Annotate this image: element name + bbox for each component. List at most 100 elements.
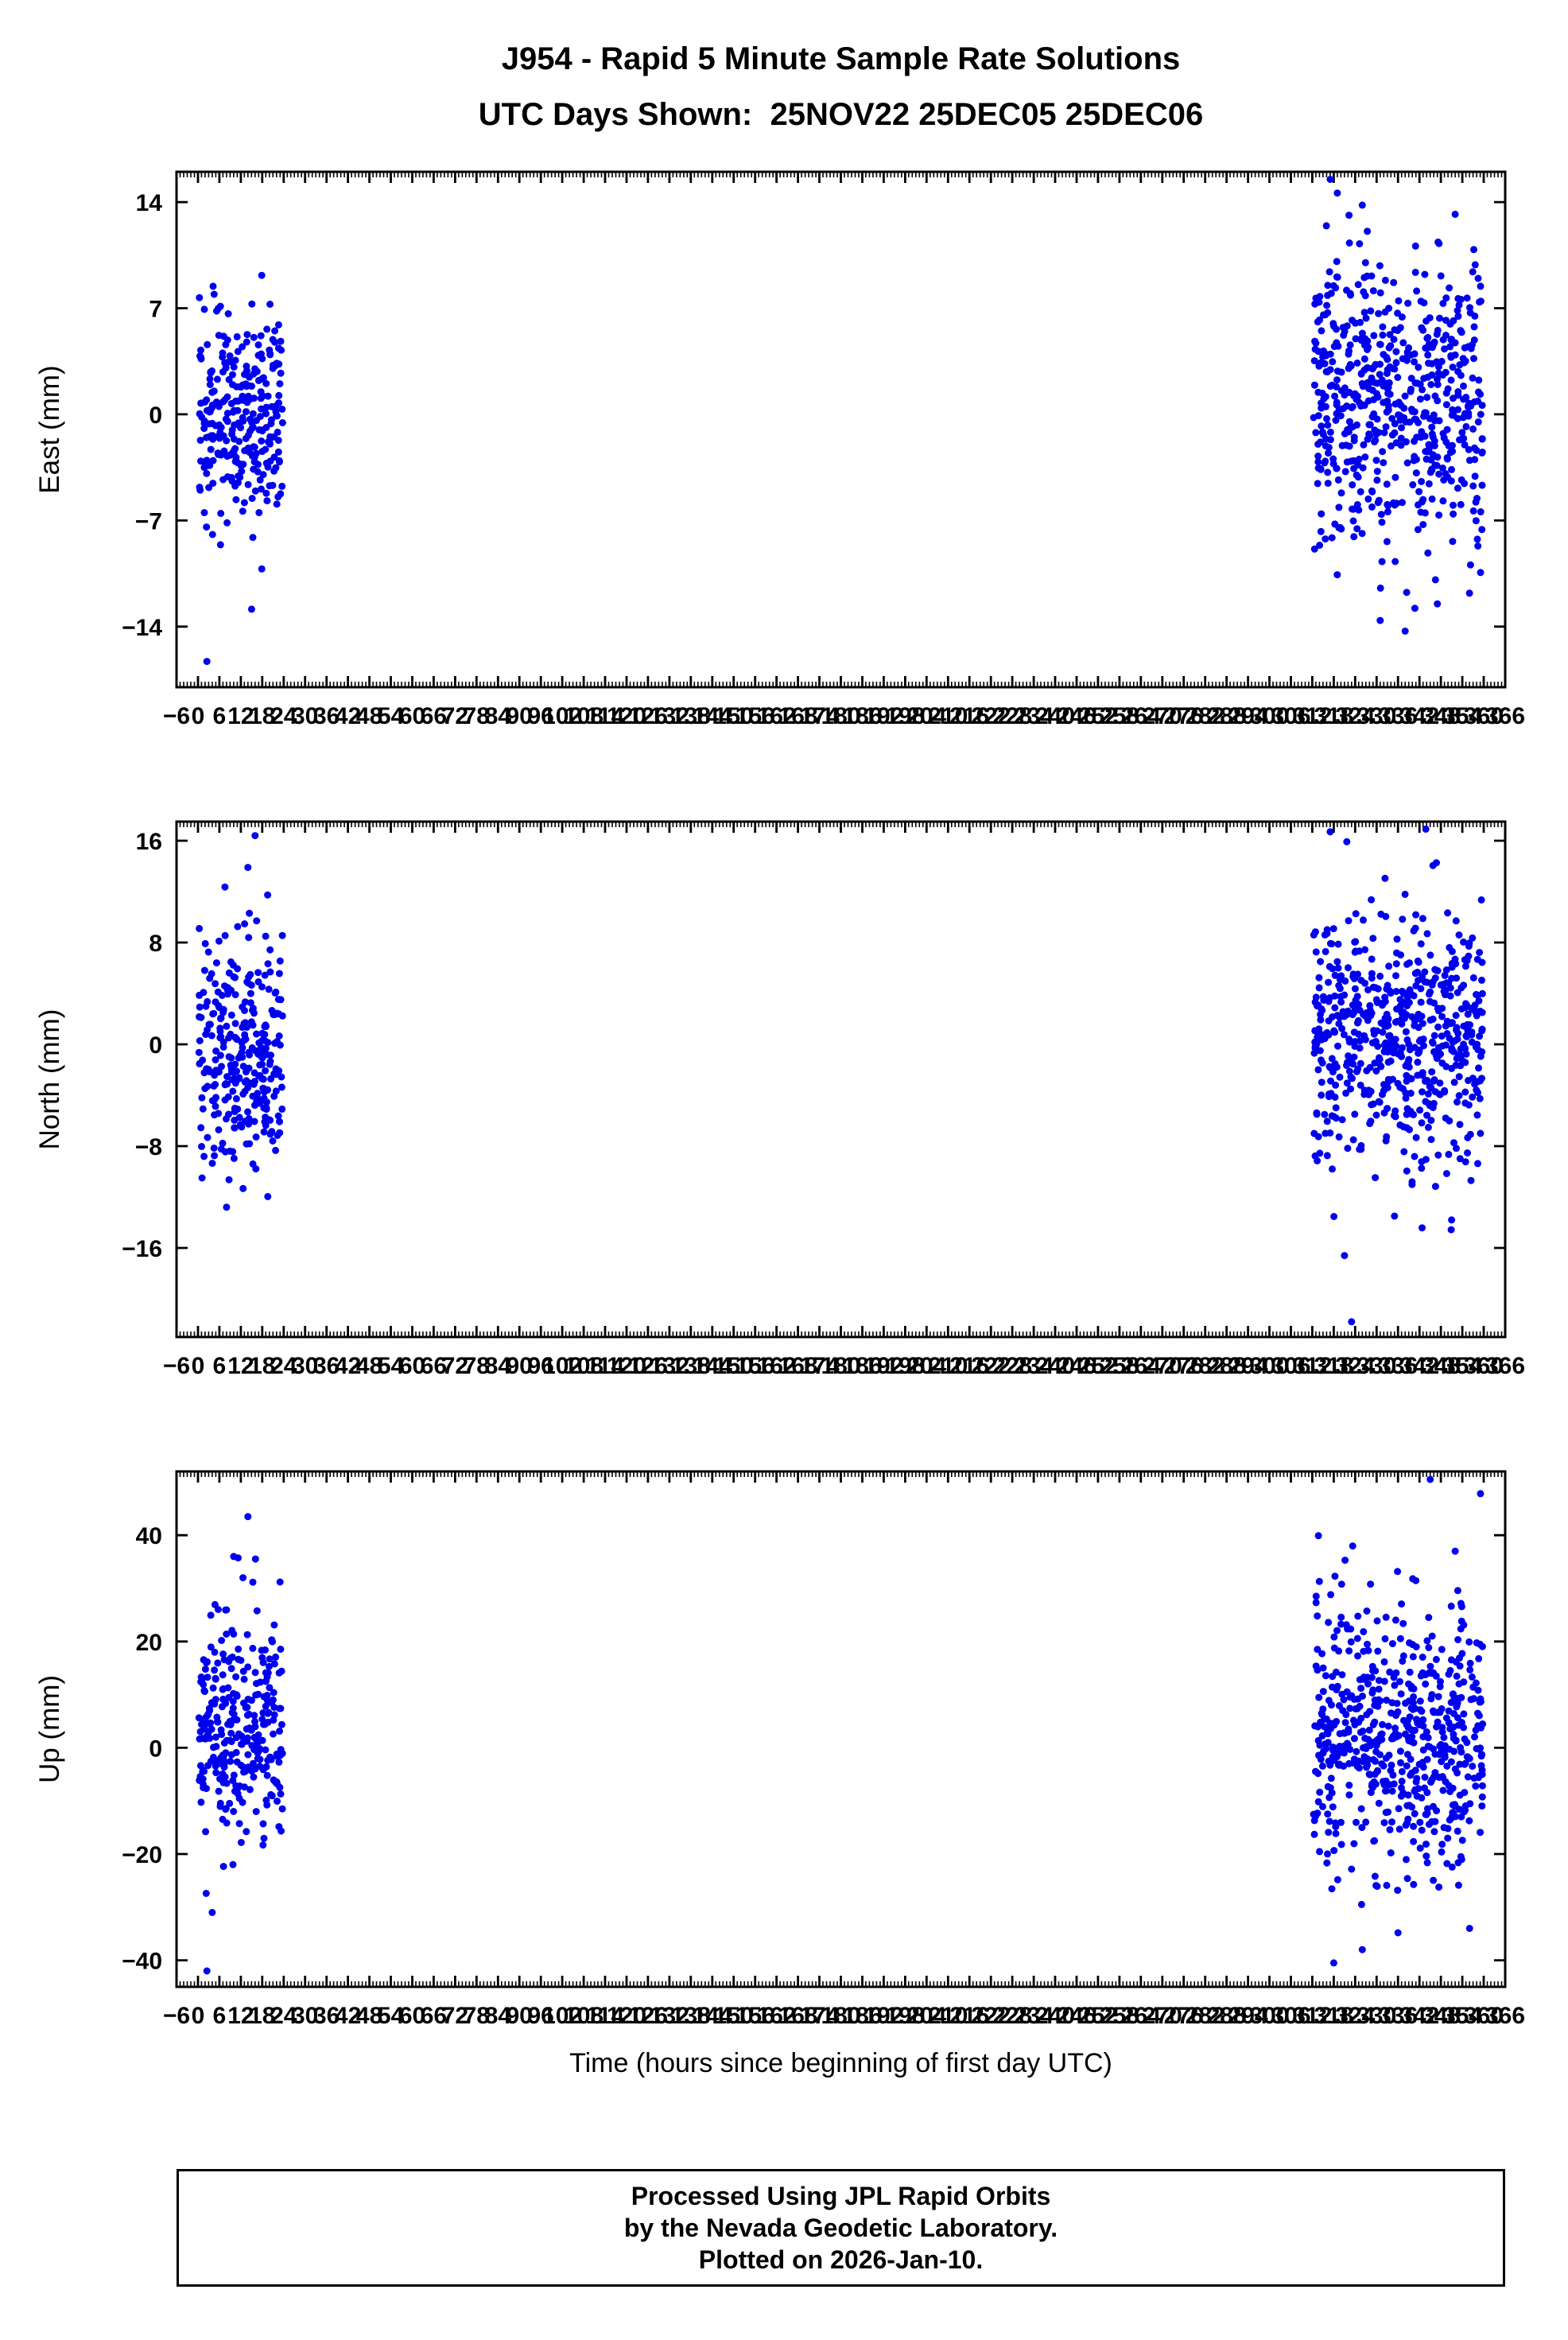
svg-text:276: 276 bbox=[1164, 2003, 1204, 2029]
svg-text:114: 114 bbox=[586, 703, 625, 729]
svg-text:366: 366 bbox=[1485, 1353, 1525, 1379]
svg-text:14: 14 bbox=[136, 190, 163, 216]
svg-text:0: 0 bbox=[192, 703, 205, 729]
svg-text:192: 192 bbox=[864, 2003, 903, 2029]
svg-text:258: 258 bbox=[1100, 2003, 1139, 2029]
ylabel-east: East (mm) bbox=[34, 365, 65, 494]
svg-text:162: 162 bbox=[757, 1353, 797, 1379]
svg-text:240: 240 bbox=[1035, 703, 1075, 729]
svg-text:144: 144 bbox=[693, 2003, 732, 2029]
svg-text:324: 324 bbox=[1335, 1353, 1375, 1379]
svg-text:72: 72 bbox=[442, 703, 468, 729]
svg-text:36: 36 bbox=[313, 703, 340, 729]
svg-text:84: 84 bbox=[485, 1353, 512, 1379]
svg-text:114: 114 bbox=[586, 1353, 625, 1379]
svg-text:264: 264 bbox=[1121, 1353, 1161, 1379]
svg-text:222: 222 bbox=[971, 1353, 1011, 1379]
svg-text:294: 294 bbox=[1228, 1353, 1268, 1379]
svg-text:168: 168 bbox=[778, 1353, 818, 1379]
svg-text:330: 330 bbox=[1356, 703, 1396, 729]
svg-text:6: 6 bbox=[213, 703, 227, 729]
svg-text:48: 48 bbox=[356, 1353, 382, 1379]
svg-text:96: 96 bbox=[528, 2003, 554, 2029]
svg-text:270: 270 bbox=[1143, 703, 1182, 729]
svg-text:48: 48 bbox=[356, 2003, 382, 2029]
svg-text:240: 240 bbox=[1035, 1353, 1075, 1379]
svg-text:348: 348 bbox=[1421, 2003, 1461, 2029]
svg-text:204: 204 bbox=[906, 2003, 946, 2029]
svg-text:138: 138 bbox=[671, 703, 711, 729]
svg-text:16: 16 bbox=[136, 829, 162, 855]
svg-text:324: 324 bbox=[1335, 703, 1375, 729]
svg-text:246: 246 bbox=[1057, 1353, 1096, 1379]
svg-text:174: 174 bbox=[799, 1353, 839, 1379]
svg-text:120: 120 bbox=[607, 1353, 646, 1379]
svg-text:156: 156 bbox=[735, 2003, 775, 2029]
svg-text:42: 42 bbox=[335, 703, 361, 729]
svg-text:282: 282 bbox=[1186, 703, 1225, 729]
svg-text:36: 36 bbox=[313, 2003, 340, 2029]
svg-text:84: 84 bbox=[485, 2003, 512, 2029]
svg-text:48: 48 bbox=[356, 703, 382, 729]
svg-text:132: 132 bbox=[650, 703, 689, 729]
svg-text:192: 192 bbox=[864, 703, 903, 729]
svg-text:186: 186 bbox=[842, 2003, 882, 2029]
svg-text:120: 120 bbox=[607, 2003, 646, 2029]
svg-text:−8: −8 bbox=[135, 1134, 162, 1160]
svg-text:192: 192 bbox=[864, 1353, 903, 1379]
svg-text:114: 114 bbox=[586, 2003, 625, 2029]
svg-text:306: 306 bbox=[1271, 2003, 1310, 2029]
svg-text:336: 336 bbox=[1378, 1353, 1418, 1379]
svg-text:252: 252 bbox=[1078, 2003, 1118, 2029]
svg-text:−40: −40 bbox=[122, 1949, 162, 1975]
svg-text:132: 132 bbox=[650, 1353, 689, 1379]
svg-text:0: 0 bbox=[192, 2003, 205, 2029]
svg-text:6: 6 bbox=[213, 1353, 227, 1379]
svg-text:84: 84 bbox=[485, 703, 512, 729]
svg-text:108: 108 bbox=[564, 2003, 604, 2029]
svg-text:60: 60 bbox=[399, 1353, 425, 1379]
svg-text:54: 54 bbox=[378, 1353, 405, 1379]
svg-text:0: 0 bbox=[149, 402, 162, 429]
svg-text:258: 258 bbox=[1100, 1353, 1139, 1379]
svg-text:234: 234 bbox=[1014, 1353, 1054, 1379]
svg-text:−6: −6 bbox=[163, 703, 190, 729]
svg-text:132: 132 bbox=[650, 2003, 689, 2029]
svg-text:234: 234 bbox=[1014, 2003, 1054, 2029]
svg-text:180: 180 bbox=[821, 2003, 860, 2029]
svg-text:150: 150 bbox=[714, 1353, 754, 1379]
svg-text:72: 72 bbox=[442, 1353, 468, 1379]
svg-text:198: 198 bbox=[885, 703, 925, 729]
svg-text:0: 0 bbox=[192, 1353, 205, 1379]
svg-text:144: 144 bbox=[693, 1353, 732, 1379]
svg-text:294: 294 bbox=[1228, 2003, 1268, 2029]
svg-text:228: 228 bbox=[992, 703, 1032, 729]
svg-text:54: 54 bbox=[378, 2003, 405, 2029]
svg-text:228: 228 bbox=[992, 2003, 1032, 2029]
svg-text:96: 96 bbox=[528, 1353, 554, 1379]
ylabel-up: Up (mm) bbox=[34, 1674, 65, 1784]
svg-text:282: 282 bbox=[1186, 1353, 1225, 1379]
svg-text:246: 246 bbox=[1057, 703, 1096, 729]
svg-text:36: 36 bbox=[313, 1353, 340, 1379]
svg-text:270: 270 bbox=[1143, 1353, 1182, 1379]
svg-text:210: 210 bbox=[928, 2003, 968, 2029]
svg-text:348: 348 bbox=[1421, 1353, 1461, 1379]
svg-text:24: 24 bbox=[270, 703, 297, 729]
svg-text:342: 342 bbox=[1399, 1353, 1439, 1379]
svg-text:78: 78 bbox=[464, 2003, 490, 2029]
svg-text:288: 288 bbox=[1207, 703, 1247, 729]
svg-text:126: 126 bbox=[628, 1353, 668, 1379]
svg-text:96: 96 bbox=[528, 703, 554, 729]
svg-text:78: 78 bbox=[464, 703, 490, 729]
svg-text:330: 330 bbox=[1356, 2003, 1396, 2029]
svg-text:360: 360 bbox=[1464, 703, 1504, 729]
svg-text:156: 156 bbox=[735, 703, 775, 729]
svg-text:198: 198 bbox=[885, 2003, 925, 2029]
svg-text:66: 66 bbox=[421, 703, 447, 729]
svg-text:24: 24 bbox=[270, 2003, 297, 2029]
svg-text:330: 330 bbox=[1356, 1353, 1396, 1379]
svg-text:174: 174 bbox=[799, 2003, 839, 2029]
svg-text:102: 102 bbox=[542, 703, 582, 729]
